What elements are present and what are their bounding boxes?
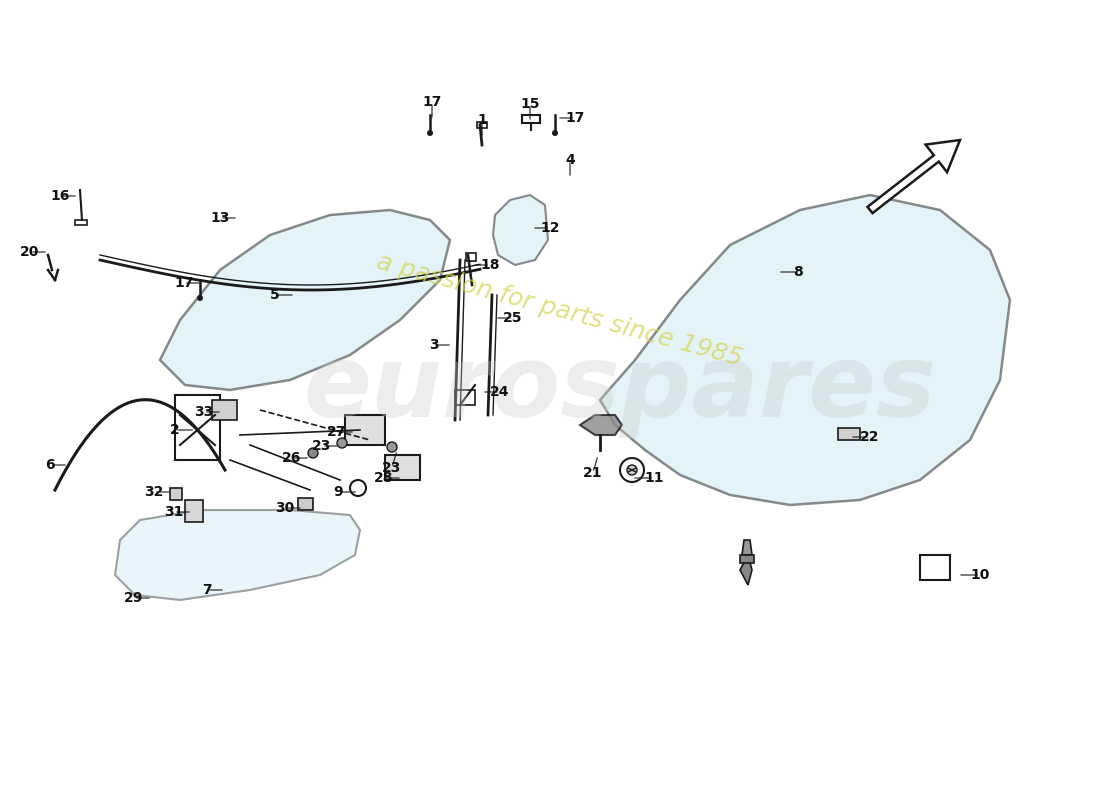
Bar: [345, 415, 385, 445]
Text: 17: 17: [422, 95, 442, 109]
Bar: [170, 488, 182, 500]
Polygon shape: [742, 540, 752, 555]
Bar: [75, 220, 87, 225]
Text: eurospares: eurospares: [304, 342, 936, 438]
Bar: [175, 395, 220, 460]
Circle shape: [627, 465, 637, 475]
Text: 23: 23: [312, 439, 332, 453]
Circle shape: [308, 448, 318, 458]
Bar: [385, 455, 420, 480]
Text: 32: 32: [144, 485, 164, 499]
Text: 26: 26: [283, 451, 301, 465]
Text: 30: 30: [275, 501, 295, 515]
Text: 2: 2: [170, 423, 180, 437]
Polygon shape: [493, 195, 548, 265]
Bar: [212, 400, 236, 420]
Text: 6: 6: [45, 458, 55, 472]
Text: 9: 9: [333, 485, 343, 499]
Text: 12: 12: [540, 221, 560, 235]
Text: a passion for parts since 1985: a passion for parts since 1985: [374, 250, 746, 370]
Text: 7: 7: [202, 583, 212, 597]
Text: 28: 28: [374, 471, 394, 485]
Text: 17: 17: [174, 276, 194, 290]
Circle shape: [337, 438, 346, 448]
Text: 8: 8: [793, 265, 803, 279]
Text: 5: 5: [271, 288, 279, 302]
Polygon shape: [160, 210, 450, 390]
Circle shape: [197, 295, 204, 301]
Bar: [522, 115, 540, 123]
Polygon shape: [580, 415, 622, 435]
Text: 21: 21: [583, 466, 603, 480]
Text: 18: 18: [481, 258, 499, 272]
Bar: [920, 555, 950, 580]
Bar: [298, 498, 314, 510]
Bar: [466, 253, 476, 261]
Text: 23: 23: [383, 461, 402, 475]
Polygon shape: [600, 195, 1010, 505]
Text: 15: 15: [520, 97, 540, 111]
Text: 29: 29: [124, 591, 144, 605]
Text: 24: 24: [491, 385, 509, 399]
Bar: [455, 390, 475, 405]
Text: 4: 4: [565, 153, 575, 167]
Bar: [477, 122, 487, 128]
Text: 25: 25: [504, 311, 522, 325]
Text: 11: 11: [645, 471, 663, 485]
Bar: [740, 555, 754, 563]
Text: 13: 13: [210, 211, 230, 225]
Text: 17: 17: [565, 111, 585, 125]
Circle shape: [427, 130, 433, 136]
Text: 22: 22: [860, 430, 880, 444]
Text: 3: 3: [429, 338, 439, 352]
Text: 33: 33: [195, 405, 213, 419]
Text: 1: 1: [477, 113, 487, 127]
Text: 20: 20: [20, 245, 40, 259]
Polygon shape: [740, 555, 752, 585]
FancyArrow shape: [868, 140, 960, 213]
Text: 31: 31: [164, 505, 184, 519]
Circle shape: [552, 130, 558, 136]
Circle shape: [387, 442, 397, 452]
Text: 27: 27: [328, 425, 346, 439]
Text: 10: 10: [970, 568, 990, 582]
Bar: [838, 428, 860, 440]
Text: 16: 16: [51, 189, 69, 203]
Bar: [185, 500, 204, 522]
Polygon shape: [116, 510, 360, 600]
